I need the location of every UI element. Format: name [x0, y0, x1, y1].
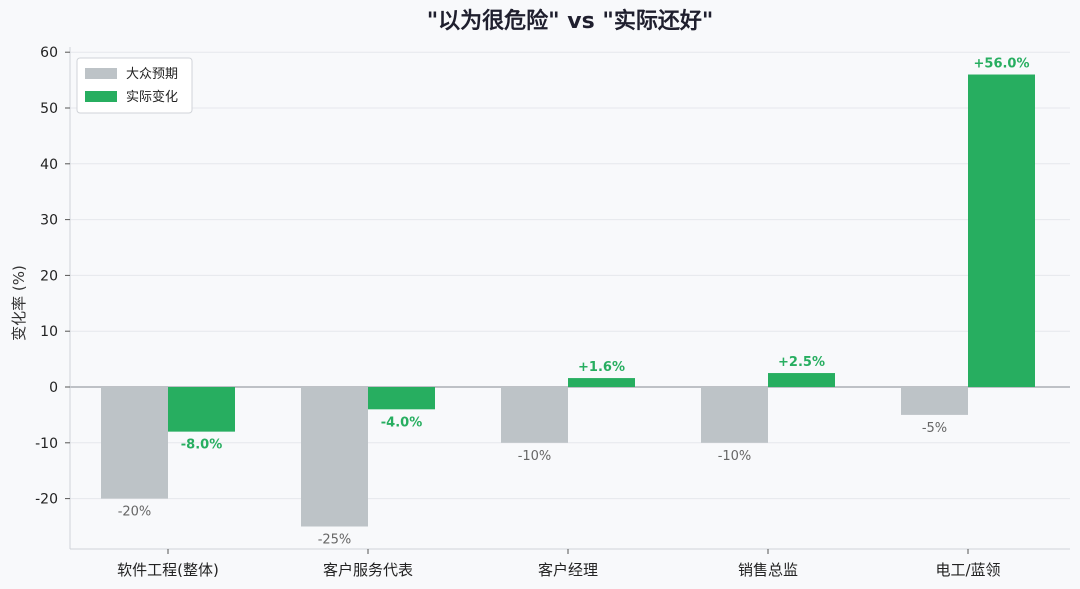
- x-tick-label: 客户服务代表: [323, 561, 413, 579]
- data-label-actual: +56.0%: [974, 57, 1030, 72]
- legend-label-expected: 大众预期: [126, 67, 178, 82]
- bar-actual: [568, 378, 635, 387]
- y-axis-label: 变化率 (%): [10, 265, 28, 341]
- bar-actual: [368, 387, 435, 410]
- legend-label-actual: 实际变化: [126, 89, 178, 105]
- bars: [101, 74, 1035, 527]
- bar-expected: [501, 387, 568, 443]
- y-tick-label: -10: [35, 436, 58, 452]
- data-label-actual: -4.0%: [381, 415, 422, 430]
- data-label-actual: +1.6%: [578, 360, 625, 375]
- y-tick-label: 60: [40, 45, 58, 61]
- bar-expected: [101, 387, 168, 499]
- data-label-actual: +2.5%: [778, 355, 825, 370]
- data-label-expected: -10%: [718, 449, 752, 464]
- y-tick-label: 20: [40, 268, 58, 284]
- y-tick-label: 10: [40, 324, 58, 340]
- data-label-expected: -10%: [518, 449, 552, 464]
- y-tick-label: 0: [49, 380, 58, 396]
- data-label-expected: -20%: [118, 505, 152, 520]
- x-tick-label: 软件工程(整体): [117, 561, 219, 579]
- y-tick-label: 30: [40, 213, 58, 229]
- axes: [69, 47, 1070, 550]
- x-tick-label: 客户经理: [538, 561, 598, 579]
- legend-swatch-expected: [85, 68, 117, 79]
- tick-labels: -20 -10 0 10 20 30 40 50 60 软件工程(整体) 客户服务代表 客户经理 销售总…: [35, 45, 1000, 579]
- data-label-expected: -5%: [922, 421, 947, 436]
- y-tick-label: 40: [40, 157, 58, 173]
- legend: 大众预期 实际变化: [76, 57, 193, 114]
- legend-swatch-actual: [85, 91, 117, 102]
- bar-actual: [968, 74, 1035, 388]
- x-tick-label: 销售总监: [738, 561, 798, 579]
- bar-expected: [701, 387, 768, 443]
- bar-expected: [301, 387, 368, 527]
- bar-actual: [768, 373, 835, 387]
- data-label-expected: -25%: [318, 533, 352, 548]
- data-labels: -20% -8.0% -25% -4.0% -10% +1.6% -10% +2.5% -5% +…: [118, 57, 1030, 548]
- bar-expected: [901, 387, 968, 415]
- x-tick-label: 电工/蓝领: [935, 561, 1000, 579]
- data-label-actual: -8.0%: [181, 438, 222, 453]
- y-tick-label: -20: [35, 492, 58, 508]
- bar-actual: [168, 387, 235, 432]
- chart-title: "以为很危险" vs "实际还好": [427, 8, 714, 34]
- y-tick-label: 50: [40, 101, 58, 117]
